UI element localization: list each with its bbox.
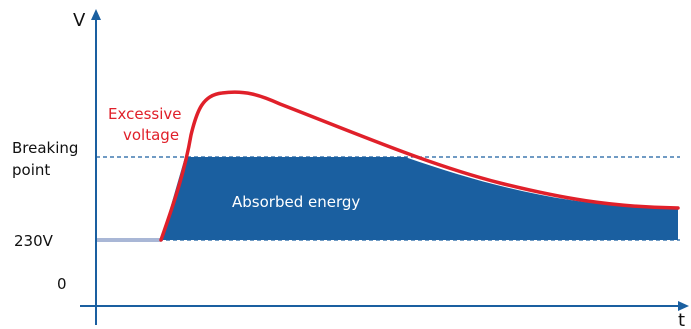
y-axis-label: V xyxy=(73,10,86,31)
breaking-point-label-line1: Breaking xyxy=(12,139,78,157)
surge-voltage-curve xyxy=(159,90,680,242)
nominal-voltage-label: 230V xyxy=(14,232,54,250)
zero-label: 0 xyxy=(57,275,67,293)
arrow-right-icon xyxy=(678,301,689,311)
breaking-point-label-line2: point xyxy=(12,161,50,179)
absorbed-energy-label: Absorbed energy xyxy=(232,193,360,211)
excessive-voltage-label-line1: Excessive xyxy=(108,105,181,123)
arrow-up-icon xyxy=(91,9,101,20)
excessive-voltage-label-line2: voltage xyxy=(123,126,179,144)
absorbed-energy-area xyxy=(161,157,678,240)
x-axis-label: t xyxy=(678,310,685,329)
